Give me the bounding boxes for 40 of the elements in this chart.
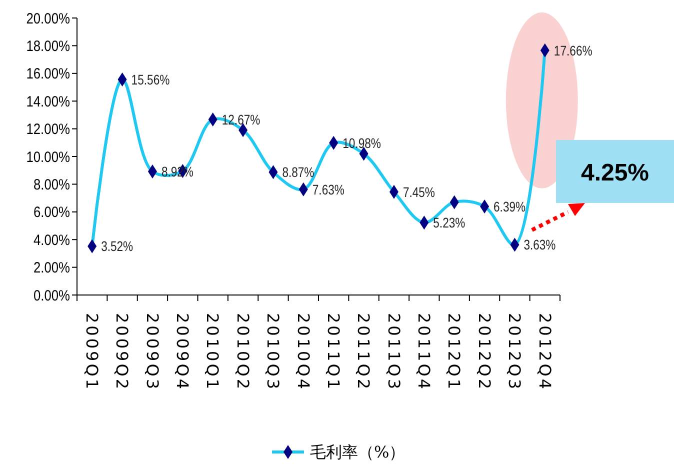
x-tick-label: 2012Q2: [474, 313, 494, 392]
x-tick-label: 2009Q2: [112, 313, 132, 392]
data-label: 12.67%: [222, 112, 270, 128]
x-tick-label: 2010Q4: [294, 313, 313, 392]
y-tick-label: 0.00%: [34, 287, 76, 304]
y-tick-label: 2.00%: [34, 260, 76, 277]
y-tick-label: 20.00%: [26, 10, 78, 28]
y-tick-label: 10.00%: [26, 148, 78, 166]
data-label: 3.63%: [524, 236, 564, 253]
data-label: 5.23%: [433, 214, 473, 231]
y-tick-label: 16.00%: [26, 66, 78, 83]
x-tick-label: 2010Q3: [264, 313, 283, 392]
y-tick-label: 8.00%: [34, 176, 76, 194]
x-tick-label: 2011Q4: [414, 313, 434, 392]
data-label: 3.52%: [101, 238, 141, 254]
data-label: 8.87%: [282, 164, 322, 180]
data-label: 7.45%: [402, 184, 443, 200]
legend-label: 毛利率（%）: [310, 442, 406, 462]
x-tick-label: 2010Q2: [233, 313, 252, 392]
x-tick-label: 2009Q4: [173, 313, 192, 392]
data-label: 10.98%: [342, 134, 390, 151]
y-tick-label: 6.00%: [34, 204, 76, 222]
x-tick-label: 2011Q2: [354, 313, 374, 392]
x-tick-label: 2011Q3: [384, 313, 404, 392]
y-tick-label: 14.00%: [26, 93, 78, 110]
x-tick-label: 2012Q1: [444, 313, 464, 392]
x-tick-label: 2012Q4: [535, 313, 554, 392]
data-label: 15.56%: [131, 71, 179, 88]
x-tick-label: 2012Q3: [505, 313, 524, 392]
x-tick-label: 2009Q1: [82, 313, 102, 392]
text: 4.25%: [580, 159, 650, 186]
x-tick-label: 2010Q1: [203, 313, 222, 392]
y-tick-label: 4.00%: [34, 232, 76, 249]
y-tick-label: 18.00%: [26, 38, 78, 55]
y-tick-label: 12.00%: [26, 121, 78, 138]
data-label: 17.66%: [554, 42, 602, 58]
data-label: 7.63%: [312, 181, 352, 198]
x-tick-label: 2011Q1: [324, 313, 343, 392]
data-label: 6.39%: [494, 198, 534, 214]
x-tick-label: 2009Q3: [142, 313, 162, 392]
